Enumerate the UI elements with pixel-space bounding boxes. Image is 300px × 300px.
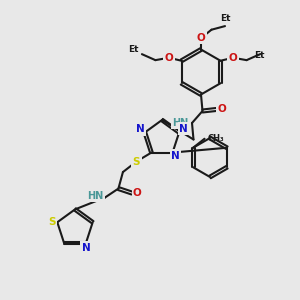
Text: O: O <box>164 53 173 63</box>
Text: O: O <box>229 53 238 63</box>
Text: N: N <box>82 242 90 253</box>
Text: CH₃: CH₃ <box>208 134 224 143</box>
Text: N: N <box>171 151 180 160</box>
Text: Et: Et <box>254 51 265 60</box>
Text: O: O <box>217 104 226 115</box>
Text: S: S <box>133 157 140 166</box>
Text: N: N <box>136 124 145 134</box>
Text: N: N <box>179 124 188 134</box>
Text: HN: HN <box>87 191 104 201</box>
Text: Et: Et <box>220 14 230 23</box>
Text: S: S <box>48 217 56 227</box>
Text: Et: Et <box>128 45 139 54</box>
Text: HN: HN <box>172 118 188 128</box>
Text: O: O <box>133 188 142 198</box>
Text: O: O <box>196 33 206 43</box>
